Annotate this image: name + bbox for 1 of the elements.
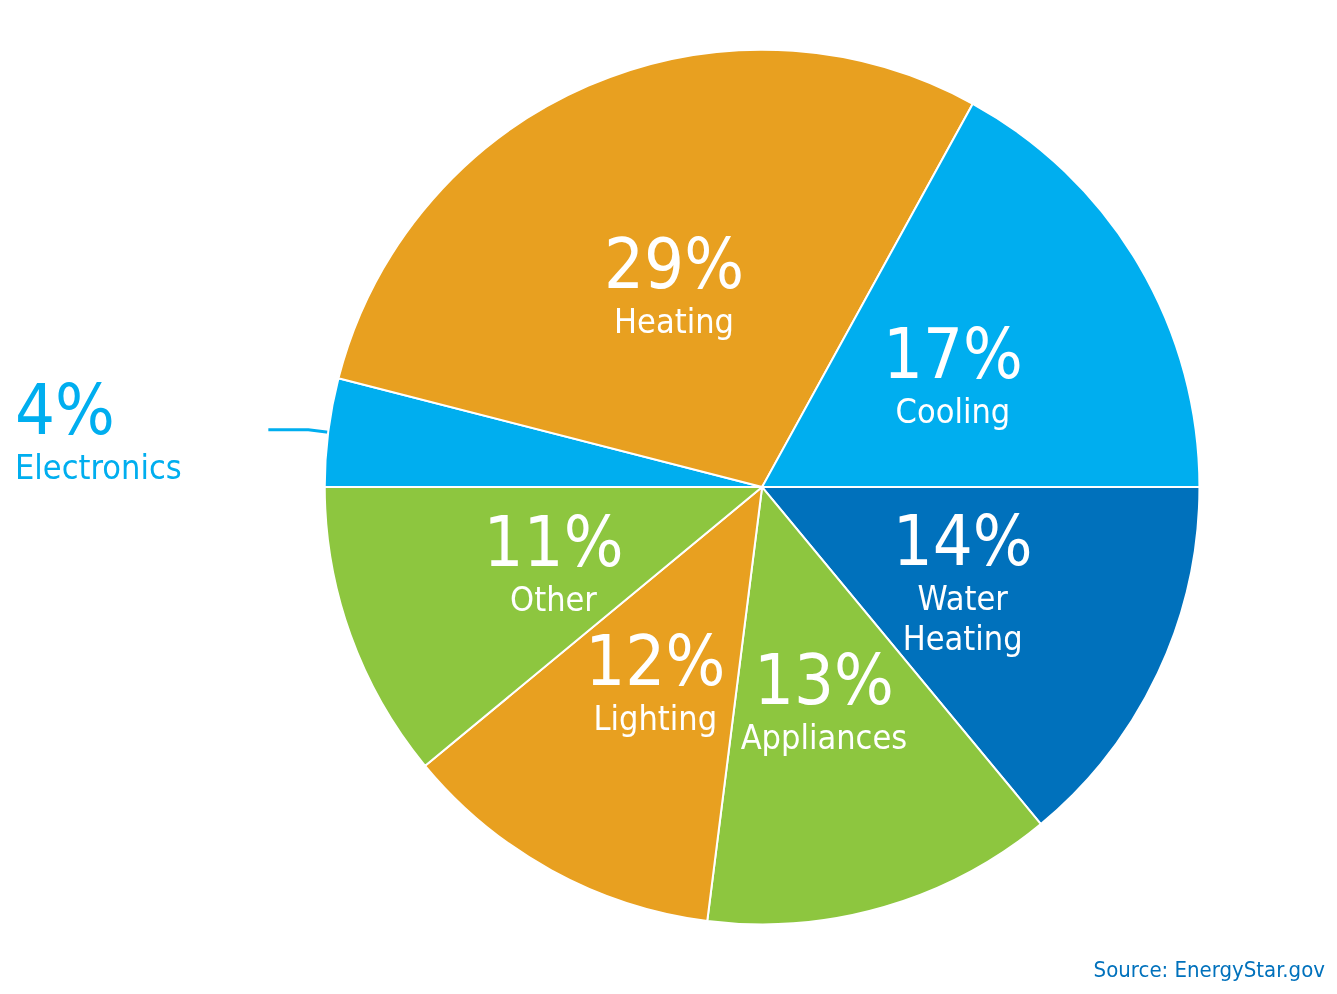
source-note: Source: EnergyStar.gov xyxy=(1093,956,1326,982)
